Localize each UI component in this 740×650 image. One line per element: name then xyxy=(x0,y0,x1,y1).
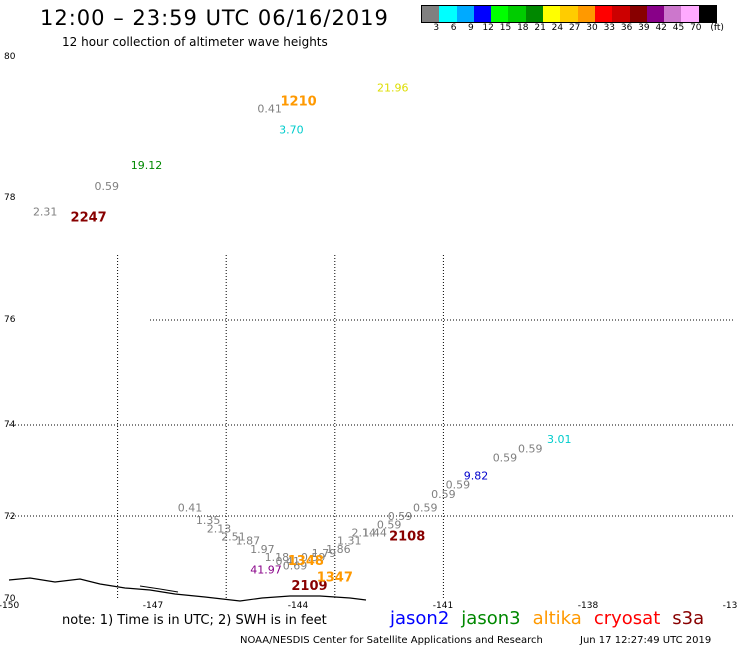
footnote: note: 1) Time is in UTC; 2) SWH is in fe… xyxy=(62,613,327,628)
legend-item-jason2: jason2 xyxy=(390,608,450,629)
generated-timestamp: Jun 17 12:27:49 UTC 2019 xyxy=(580,635,712,646)
wave-height-label: 1.31 xyxy=(337,535,362,548)
wave-height-label: 1.18 xyxy=(265,551,290,564)
pass-time-label: 1348 xyxy=(288,554,324,569)
lon-tick-144: -144 xyxy=(287,601,309,611)
wave-height-label: 3.70 xyxy=(279,124,304,137)
wave-height-label: 0.41 xyxy=(257,102,282,115)
wave-height-label: 1.86 xyxy=(326,543,351,556)
color-scale-label: 27 xyxy=(568,23,581,33)
color-scale-label: 24 xyxy=(551,23,564,33)
map-title: 12:00 – 23:59 UTC 06/16/2019 xyxy=(40,6,389,30)
color-swatch xyxy=(560,6,578,22)
map-subtitle: 12 hour collection of altimeter wave hei… xyxy=(62,35,328,49)
credit-text: NOAA/NESDIS Center for Satellite Applica… xyxy=(240,635,543,646)
wave-height-label: 0.59 xyxy=(446,479,471,492)
color-swatch xyxy=(577,6,595,22)
wave-height-label: 21.96 xyxy=(377,81,409,94)
legend-item-altika: altika xyxy=(532,608,582,629)
color-scale-label: 3 xyxy=(433,23,440,33)
wave-height-label: 0.59 xyxy=(388,510,413,523)
color-scale-label: 6 xyxy=(450,23,457,33)
color-swatch xyxy=(664,6,682,22)
legend-item-cryosat: cryosat xyxy=(593,608,661,629)
color-swatch xyxy=(439,6,457,22)
lat-tick-74: 74 xyxy=(4,420,16,430)
color-scale-label: 21 xyxy=(534,23,546,33)
wave-height-label: 1.79 xyxy=(312,547,337,560)
color-swatch xyxy=(525,6,544,22)
color-swatch xyxy=(681,6,699,22)
legend-item-jason3: jason3 xyxy=(461,608,521,629)
pass-time-label: 2108 xyxy=(389,530,425,545)
pass-time-label: 2109 xyxy=(291,579,327,594)
wave-height-label: 41.97 xyxy=(250,563,282,576)
lon-tick-138: -138 xyxy=(577,601,599,611)
lon-tick-150: -150 xyxy=(0,601,20,611)
wave-height-label: 2.14 xyxy=(352,527,377,540)
legend-item-s3a: s3a xyxy=(672,608,705,629)
wave-height-label: 0.59 xyxy=(413,501,438,514)
color-scale-label: 12 xyxy=(482,23,494,33)
color-scale-label: 15 xyxy=(499,23,512,33)
wave-height-label: 1.35 xyxy=(196,514,221,527)
color-scale-label: 42 xyxy=(655,23,667,33)
wave-height-label: 0.69 xyxy=(283,559,308,572)
wave-height-label: 0.59 xyxy=(377,518,402,531)
wave-height-label: 9.82 xyxy=(464,470,489,483)
color-scale-label: 70 xyxy=(690,23,702,33)
color-swatch xyxy=(508,6,526,22)
wave-height-label: 2.51 xyxy=(221,531,246,544)
lat-tick-70: 70 xyxy=(4,594,16,604)
wave-height-label: 1.44 xyxy=(362,527,387,540)
color-swatch xyxy=(456,6,474,22)
lat-tick-78: 78 xyxy=(4,193,16,203)
color-scale-label: 33 xyxy=(603,23,616,33)
coastline xyxy=(139,585,179,593)
color-swatch xyxy=(629,6,647,22)
color-scale-label: 39 xyxy=(638,23,650,33)
color-swatch xyxy=(594,6,613,22)
color-swatch xyxy=(543,6,561,22)
wave-height-label: 0.59 xyxy=(94,180,119,193)
wave-height-label: 0.59 xyxy=(493,451,518,464)
color-scale-labels: 3 6 9 12 15 18 21 24 27 30 33 36 39 42 45 70 (ft) xyxy=(421,23,740,35)
satellite-legend: jason2 jason3 altika cryosat s3a xyxy=(390,608,716,629)
wave-height-label: 0.59 xyxy=(301,551,326,564)
wave-height-label: 2.13 xyxy=(207,522,232,535)
color-scale-label: 45 xyxy=(672,23,685,33)
color-swatch xyxy=(473,6,492,22)
color-swatch xyxy=(698,6,717,22)
wave-height-label: 2.31 xyxy=(33,205,58,218)
pass-time-label: 2247 xyxy=(71,211,107,226)
color-swatch xyxy=(612,6,630,22)
color-swatch xyxy=(422,6,440,22)
wave-height-label: 0.59 xyxy=(518,442,543,455)
pass-time-label: 1210 xyxy=(281,94,317,109)
lat-tick-72: 72 xyxy=(4,512,16,522)
color-scale-label: 30 xyxy=(586,23,598,33)
color-scale-bar xyxy=(421,5,718,23)
color-scale-label: (ft) xyxy=(710,23,724,33)
wave-height-label: 0.59 xyxy=(431,488,456,501)
coastline xyxy=(8,577,367,602)
lon-tick-135: -13 xyxy=(722,601,738,611)
color-scale-label: 18 xyxy=(517,23,529,33)
lat-tick-76: 76 xyxy=(4,315,16,325)
lon-tick-141: -141 xyxy=(432,601,454,611)
color-scale-label: 36 xyxy=(620,23,633,33)
lat-tick-80: 80 xyxy=(4,52,16,62)
pass-time-label: 1347 xyxy=(317,571,353,586)
wave-height-label: 1.87 xyxy=(236,535,261,548)
color-swatch xyxy=(646,6,665,22)
wave-height-label: 0.41 xyxy=(178,501,203,514)
wave-height-label: 1.97 xyxy=(250,543,275,556)
wave-height-label: 3.01 xyxy=(547,433,572,446)
color-scale-label: 9 xyxy=(468,23,474,33)
color-swatch xyxy=(491,6,509,22)
wave-height-label: 19.12 xyxy=(131,159,163,172)
lon-tick-147: -147 xyxy=(142,601,164,611)
wave-height-label: 0.41 xyxy=(275,555,300,568)
